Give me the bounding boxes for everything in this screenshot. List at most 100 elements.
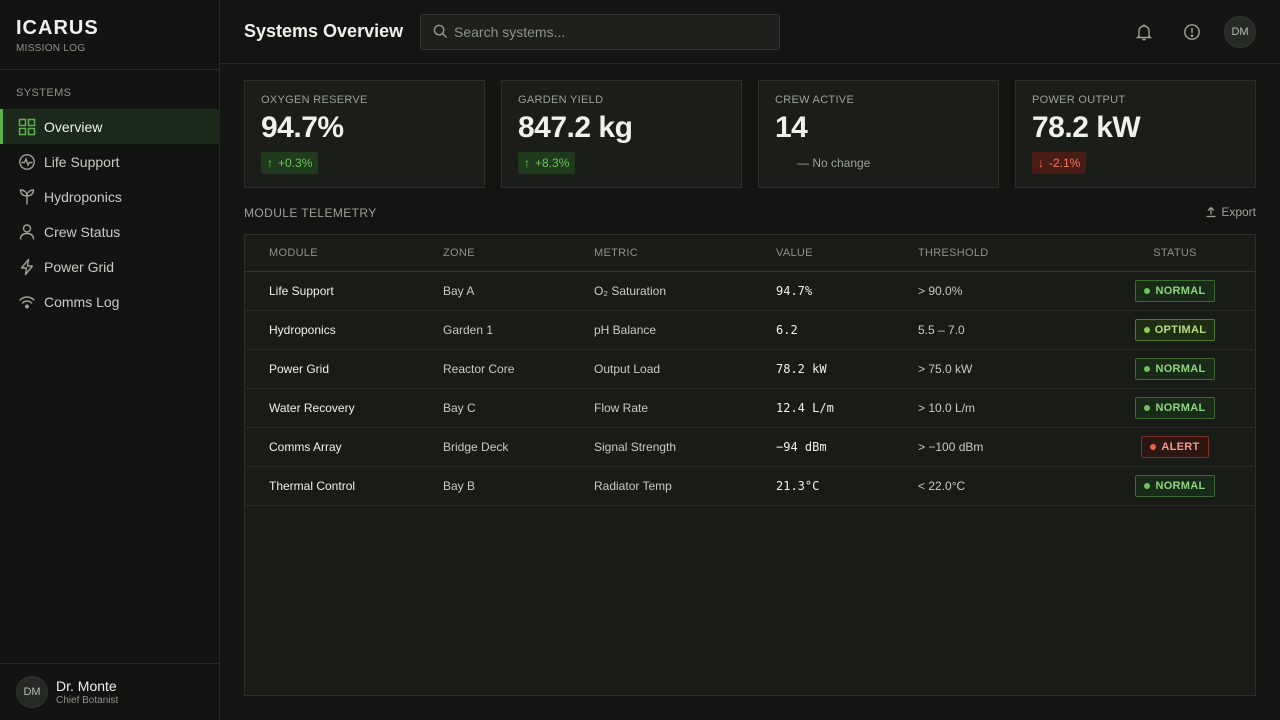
sidebar-item-hydroponics[interactable]: Hydroponics bbox=[0, 179, 219, 214]
stat-delta: — No change bbox=[797, 156, 871, 170]
sidebar: ICARUS MISSION LOG SYSTEMS Overview Life… bbox=[0, 0, 220, 720]
delta-text: +8.3% bbox=[535, 156, 570, 170]
table-row[interactable]: Life Support Bay A O₂ Saturation 94.7% >… bbox=[245, 271, 1255, 311]
table-row[interactable]: Water Recovery Bay C Flow Rate 12.4 L/m … bbox=[245, 388, 1255, 428]
cell-threshold: > 90.0% bbox=[918, 271, 1095, 311]
cell-module: Thermal Control bbox=[245, 466, 443, 506]
arrow-up-icon: ↑ bbox=[524, 156, 530, 170]
status-text: NORMAL bbox=[1155, 362, 1206, 375]
cell-zone: Bay C bbox=[443, 388, 594, 428]
section-title: MODULE TELEMETRY bbox=[244, 206, 377, 220]
status-text: NORMAL bbox=[1155, 284, 1206, 297]
nav-section-label: SYSTEMS bbox=[16, 87, 72, 99]
cell-module: Hydroponics bbox=[245, 310, 443, 350]
table-row[interactable]: Hydroponics Garden 1 pH Balance 6.2 5.5 … bbox=[245, 310, 1255, 350]
bolt-icon bbox=[18, 258, 36, 276]
cell-value: −94 dBm bbox=[776, 427, 918, 467]
upload-icon bbox=[1206, 206, 1216, 218]
alerts-button[interactable] bbox=[1176, 16, 1208, 48]
notifications-button[interactable] bbox=[1128, 16, 1160, 48]
cell-metric: Flow Rate bbox=[594, 388, 776, 428]
cell-threshold: 5.5 – 7.0 bbox=[918, 310, 1095, 350]
delta-text: -2.1% bbox=[1049, 156, 1081, 170]
cell-zone: Bridge Deck bbox=[443, 427, 594, 467]
stat-value: 78.2 kW bbox=[1032, 111, 1141, 144]
sidebar-item-life-support[interactable]: Life Support bbox=[0, 144, 219, 179]
cell-zone: Reactor Core bbox=[443, 349, 594, 389]
arrow-up-icon: ↑ bbox=[267, 156, 273, 170]
cell-module: Life Support bbox=[245, 271, 443, 311]
sidebar-item-label: Comms Log bbox=[44, 293, 120, 310]
sidebar-item-comms-log[interactable]: Comms Log bbox=[0, 284, 219, 319]
telemetry-table: MODULE ZONE METRIC VALUE THRESHOLD STATU… bbox=[244, 234, 1256, 696]
stat-delta: ↓ -2.1% bbox=[1032, 152, 1087, 174]
stat-card-power-output: POWER OUTPUT 78.2 kW ↓ -2.1% bbox=[1015, 80, 1256, 188]
export-label: Export bbox=[1221, 205, 1256, 219]
search-box[interactable] bbox=[420, 13, 780, 50]
stat-label: POWER OUTPUT bbox=[1032, 94, 1126, 106]
status-badge: NORMAL bbox=[1135, 396, 1215, 419]
cell-metric: Output Load bbox=[594, 349, 776, 389]
stat-label: CREW ACTIVE bbox=[775, 94, 855, 106]
cell-zone: Garden 1 bbox=[443, 310, 594, 350]
status-text: NORMAL bbox=[1155, 401, 1206, 414]
status-badge: ALERT bbox=[1141, 435, 1209, 458]
brand-title: ICARUS bbox=[16, 17, 99, 39]
stat-card-oxygen: OXYGEN RESERVE 94.7% ↑ +0.3% bbox=[244, 80, 485, 188]
status-text: OPTIMAL bbox=[1154, 323, 1207, 336]
table-row[interactable]: Comms Array Bridge Deck Signal Strength … bbox=[245, 427, 1255, 467]
status-badge: NORMAL bbox=[1135, 357, 1215, 380]
status-badge: OPTIMAL bbox=[1134, 318, 1216, 341]
stat-value: 94.7% bbox=[261, 111, 344, 144]
info-alert-icon bbox=[1184, 24, 1200, 40]
user-name: Dr. Monte bbox=[56, 678, 117, 694]
cell-metric: O₂ Saturation bbox=[594, 271, 776, 311]
status-badge: NORMAL bbox=[1135, 474, 1215, 497]
stat-delta: ↑ +8.3% bbox=[518, 152, 576, 174]
cell-zone: Bay B bbox=[443, 466, 594, 506]
sidebar-item-overview[interactable]: Overview bbox=[0, 109, 219, 144]
table-header-row: MODULE ZONE METRIC VALUE THRESHOLD STATU… bbox=[245, 235, 1255, 272]
sidebar-item-crew-status[interactable]: Crew Status bbox=[0, 214, 219, 249]
stat-delta: ↑ +0.3% bbox=[261, 152, 319, 174]
cell-threshold: > −100 dBm bbox=[918, 427, 1095, 467]
bell-icon bbox=[1135, 24, 1153, 41]
column-header[interactable]: METRIC bbox=[594, 235, 776, 272]
stat-label: OXYGEN RESERVE bbox=[261, 94, 368, 106]
stat-label: GARDEN YIELD bbox=[518, 94, 604, 106]
column-header[interactable]: VALUE bbox=[776, 235, 918, 272]
sidebar-item-power-grid[interactable]: Power Grid bbox=[0, 249, 219, 284]
telemetry-header: MODULE TELEMETRY Export bbox=[244, 205, 1256, 221]
cell-value: 12.4 L/m bbox=[776, 388, 918, 428]
table-row[interactable]: Thermal Control Bay B Radiator Temp 21.3… bbox=[245, 466, 1255, 506]
stat-value: 14 bbox=[775, 111, 808, 144]
sidebar-item-label: Crew Status bbox=[44, 223, 121, 240]
top-bar: Systems Overview DM bbox=[220, 0, 1280, 64]
stat-card-garden-yield: GARDEN YIELD 847.2 kg ↑ +8.3% bbox=[501, 80, 742, 188]
status-text: NORMAL bbox=[1155, 479, 1206, 492]
cell-value: 6.2 bbox=[776, 310, 918, 350]
sidebar-item-label: Life Support bbox=[44, 153, 120, 170]
cell-metric: Radiator Temp bbox=[594, 466, 776, 506]
sidebar-item-label: Power Grid bbox=[44, 258, 115, 275]
stat-value: 847.2 kg bbox=[518, 111, 633, 144]
signal-icon bbox=[18, 293, 36, 311]
column-header[interactable]: MODULE bbox=[245, 235, 443, 272]
export-button[interactable]: Export bbox=[1205, 205, 1256, 219]
user-avatar-button[interactable]: DM bbox=[1224, 16, 1256, 48]
cell-threshold: > 10.0 L/m bbox=[918, 388, 1095, 428]
table-row[interactable]: Power Grid Reactor Core Output Load 78.2… bbox=[245, 349, 1255, 389]
grid-icon bbox=[18, 118, 36, 136]
sidebar-item-label: Overview bbox=[44, 118, 103, 135]
status-text: ALERT bbox=[1161, 440, 1200, 453]
column-header[interactable]: STATUS bbox=[1095, 235, 1255, 272]
cell-metric: pH Balance bbox=[594, 310, 776, 350]
column-header[interactable]: THRESHOLD bbox=[918, 235, 1095, 272]
user-profile[interactable]: DM Dr. Monte Chief Botanist bbox=[0, 663, 219, 720]
person-icon bbox=[18, 223, 36, 241]
column-header[interactable]: ZONE bbox=[443, 235, 594, 272]
search-icon bbox=[433, 24, 448, 39]
cell-zone: Bay A bbox=[443, 271, 594, 311]
brand-subtitle: MISSION LOG bbox=[16, 43, 86, 54]
search-input[interactable] bbox=[454, 23, 754, 40]
